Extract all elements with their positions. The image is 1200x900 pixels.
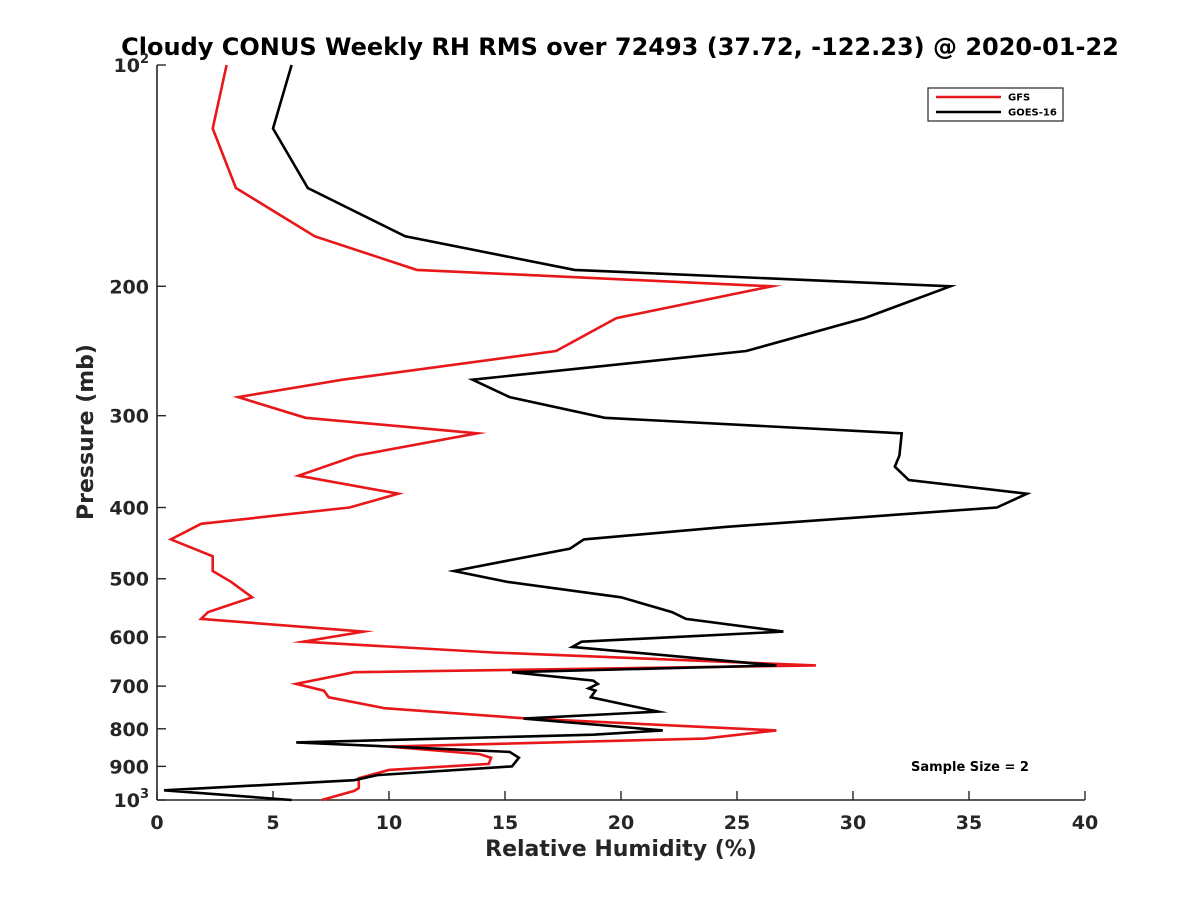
- x-tick-label: 5: [266, 812, 279, 834]
- x-tick-label: 30: [840, 812, 866, 834]
- y-tick-label: 400: [109, 498, 149, 520]
- x-tick-label: 0: [150, 812, 163, 834]
- x-axis-label: Relative Humidity (%): [485, 837, 757, 862]
- x-tick-label: 20: [608, 812, 634, 834]
- y-tick-label: 103: [114, 787, 150, 812]
- series-line-gfs: [167, 64, 816, 802]
- sample-size-annotation: Sample Size = 2: [911, 760, 1029, 775]
- legend-box: [927, 87, 1064, 122]
- y-tick-base: 10: [114, 790, 140, 812]
- y-tick-label: 500: [109, 569, 149, 591]
- y-tick-base: 10: [114, 55, 140, 77]
- legend: GFS GOES-16: [927, 87, 1064, 122]
- y-tick-label: 700: [109, 676, 149, 698]
- x-tick-label: 40: [1072, 812, 1098, 834]
- series-line-goes-16: [163, 64, 1032, 802]
- legend-label: GFS: [1008, 93, 1030, 104]
- x-axis-ticks: 0 5 10 15 20 25 30 35 40: [150, 791, 1098, 834]
- x-tick-label: 15: [492, 812, 518, 834]
- y-tick-exponent: 3: [140, 787, 149, 802]
- y-tick-exponent: 2: [140, 52, 149, 67]
- y-tick-label: 200: [109, 276, 149, 298]
- y-tick-label: 102: [114, 52, 150, 77]
- y-tick-label: 300: [109, 406, 149, 428]
- y-axis-label: Pressure (mb): [74, 344, 99, 520]
- y-tick-label: 600: [109, 627, 149, 649]
- x-tick-label: 10: [376, 812, 402, 834]
- chart-title: Cloudy CONUS Weekly RH RMS over 72493 (3…: [121, 33, 1119, 61]
- y-tick-label: 800: [109, 719, 149, 741]
- legend-label: GOES-16: [1008, 108, 1057, 119]
- y-tick-label: 900: [109, 756, 149, 778]
- x-tick-label: 35: [956, 812, 982, 834]
- series-lines: [163, 64, 1032, 802]
- x-tick-label: 25: [724, 812, 750, 834]
